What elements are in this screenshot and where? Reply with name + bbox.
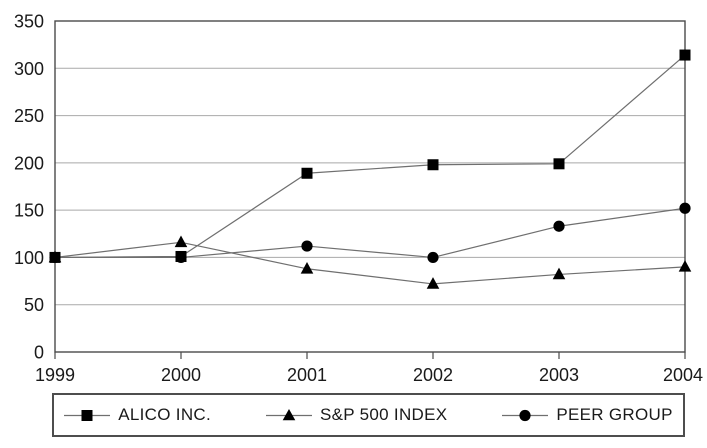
circle-marker <box>301 240 313 252</box>
triangle-marker <box>426 277 440 289</box>
y-axis-tick-label: 350 <box>14 12 44 32</box>
square-marker <box>49 251 61 263</box>
y-axis-tick-label: 100 <box>14 248 44 268</box>
series-line-triangle <box>54 241 686 285</box>
triangle-marker <box>552 267 566 280</box>
legend-circle-icon <box>502 409 549 421</box>
x-axis-tick-label: 1999 <box>35 365 75 385</box>
circle-marker <box>679 202 691 214</box>
legend-label: ALICO INC. <box>118 405 211 424</box>
square-marker <box>427 159 439 171</box>
legend-item-circle: PEER GROUP <box>502 405 672 425</box>
legend-label: S&P 500 INDEX <box>320 405 448 424</box>
square-marker <box>175 250 187 262</box>
x-axis-tick-label: 2000 <box>161 365 201 385</box>
legend-label: PEER GROUP <box>556 405 673 424</box>
legend-item-triangle: S&P 500 INDEX <box>266 405 447 425</box>
y-axis-tick-label: 300 <box>14 59 44 79</box>
circle-marker <box>427 251 439 264</box>
y-axis-tick-label: 250 <box>14 106 44 126</box>
x-axis-tick-label: 2002 <box>413 365 453 385</box>
plot-border <box>54 20 686 353</box>
y-axis-tick-label: 200 <box>14 153 44 173</box>
x-axis-tick-label: 2001 <box>287 365 327 385</box>
y-axis-tick-label: 150 <box>14 201 44 221</box>
x-axis-tick-label: 2003 <box>539 365 579 385</box>
chart-canvas: 0 50 100 150 200 250 300 350 1999 2000 2001 2002 200… <box>14 12 703 386</box>
square-marker <box>301 167 313 179</box>
series-line-square <box>54 54 686 259</box>
chart-legend: ALICO INC. S&P 500 INDEX PEER GROUP <box>52 393 685 437</box>
legend-square-icon <box>64 409 111 421</box>
circle-marker <box>553 220 565 232</box>
legend-triangle-icon <box>266 408 312 420</box>
square-marker <box>553 158 565 170</box>
square-marker <box>679 49 691 61</box>
x-axis-tick-label: 2004 <box>663 365 703 385</box>
triangle-marker <box>174 235 188 248</box>
triangle-marker <box>300 261 314 274</box>
triangle-marker <box>678 260 692 272</box>
series-line-circle <box>55 207 686 259</box>
y-axis-tick-label: 50 <box>24 295 44 315</box>
legend-item-square: ALICO INC. <box>64 405 211 425</box>
y-axis-tick-label: 0 <box>34 343 44 363</box>
